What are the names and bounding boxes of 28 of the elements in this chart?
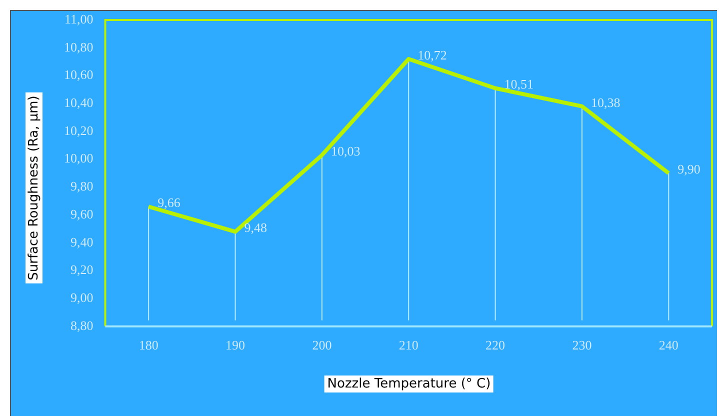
data-label: 10,72 xyxy=(418,47,447,62)
x-tick-label: 220 xyxy=(486,338,506,353)
data-label: 9,90 xyxy=(678,162,700,177)
x-tick-label: 180 xyxy=(138,338,158,353)
y-tick-label: 10,40 xyxy=(64,94,94,110)
data-label: 9,48 xyxy=(244,220,268,236)
data-label: 10,51 xyxy=(504,76,534,92)
y-tick-label: 10,60 xyxy=(64,67,94,82)
data-label: 10,38 xyxy=(590,94,620,110)
y-tick-label: 9,60 xyxy=(70,206,94,222)
x-tick-label: 240 xyxy=(658,338,678,353)
x-tick-label: 190 xyxy=(226,338,246,353)
y-tick-label: 10,80 xyxy=(64,39,94,54)
x-axis-title: Nozzle Temperature (° C) xyxy=(324,376,494,392)
y-tick-label: 8,80 xyxy=(70,318,94,333)
y-tick-label: 9,00 xyxy=(70,290,94,305)
y-tick-label: 11,00 xyxy=(64,11,94,26)
y-tick-label: 9,40 xyxy=(70,234,94,250)
data-label: 10,03 xyxy=(330,144,360,159)
data-label: 9,66 xyxy=(158,195,181,210)
y-tick-label: 9,80 xyxy=(70,178,94,194)
x-tick-label: 230 xyxy=(572,338,592,353)
x-tick-label: 210 xyxy=(398,338,418,353)
y-tick-label: 10,00 xyxy=(64,150,94,166)
x-tick-label: 200 xyxy=(312,338,332,353)
y-axis-title: Surface Roughness (Ra, µm) xyxy=(26,92,42,284)
y-tick-label: 10,20 xyxy=(64,122,94,138)
y-tick-label: 9,20 xyxy=(70,262,94,278)
